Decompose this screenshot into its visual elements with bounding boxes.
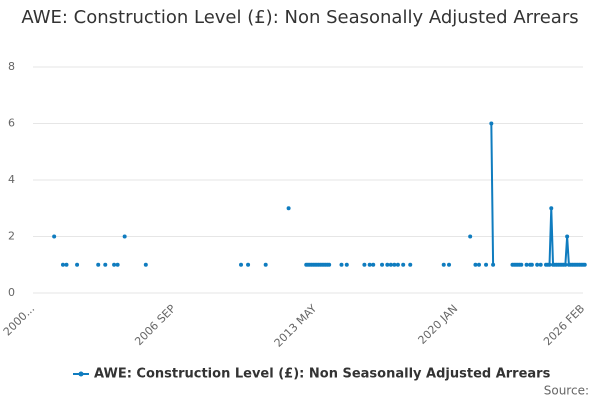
data-point [468, 234, 473, 239]
data-point [395, 262, 400, 267]
data-point [339, 262, 344, 267]
data-point [371, 262, 376, 267]
data-point [96, 262, 101, 267]
data-point [362, 262, 367, 267]
data-point [344, 262, 349, 267]
y-tick-label: 8 [8, 60, 15, 73]
y-tick-label: 6 [8, 117, 15, 130]
data-point [263, 262, 268, 267]
data-point [122, 234, 127, 239]
x-tick-label: 2000... [1, 302, 37, 338]
data-point [563, 262, 568, 267]
data-line [306, 123, 585, 266]
data-point [489, 121, 494, 126]
data-point [246, 262, 251, 267]
data-point [60, 262, 65, 267]
data-point [327, 262, 332, 267]
y-tick-label: 2 [8, 230, 15, 243]
data-point [549, 206, 554, 211]
data-point [447, 262, 452, 267]
data-point [408, 262, 413, 267]
data-point [582, 262, 587, 267]
y-tick-label: 4 [8, 173, 15, 186]
data-point [401, 262, 406, 267]
data-point [239, 262, 244, 267]
data-point [380, 262, 385, 267]
chart-title: AWE: Construction Level (£): Non Seasona… [21, 7, 579, 28]
data-point [52, 234, 57, 239]
data-point [112, 262, 117, 267]
data-point [476, 262, 481, 267]
data-point [524, 262, 529, 267]
data-point [115, 262, 120, 267]
data-point [565, 234, 570, 239]
x-tick-label: 2013 MAY [272, 302, 320, 350]
data-point [519, 262, 524, 267]
x-tick-label: 2020 JAN [416, 302, 461, 347]
data-point [103, 262, 108, 267]
data-point [385, 262, 390, 267]
data-point [75, 262, 80, 267]
data-point [64, 262, 69, 267]
data-point [547, 262, 552, 267]
data-point [538, 262, 543, 267]
y-tick-label: 0 [8, 286, 15, 299]
source-label: Source: [544, 384, 589, 398]
data-point [367, 262, 372, 267]
legend-label: AWE: Construction Level (£): Non Seasona… [94, 367, 551, 382]
x-tick-label: 2026 FEB [541, 302, 587, 348]
data-point [392, 262, 397, 267]
data-point [143, 262, 148, 267]
data-point [491, 262, 496, 267]
x-tick-label: 2006 SEP [132, 302, 178, 348]
data-point [484, 262, 489, 267]
data-point [535, 262, 540, 267]
data-point [529, 262, 534, 267]
data-point [286, 206, 291, 211]
data-point [441, 262, 446, 267]
legend-marker [78, 371, 84, 377]
data-point [388, 262, 393, 267]
data-point [473, 262, 478, 267]
